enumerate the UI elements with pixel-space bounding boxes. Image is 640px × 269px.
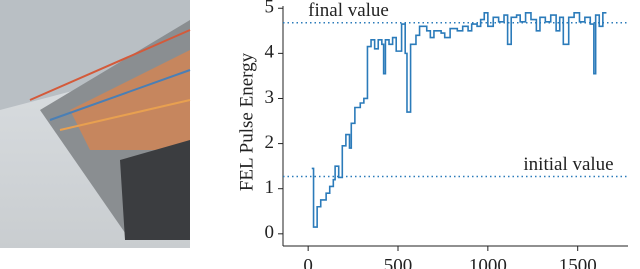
annotation: initial value xyxy=(523,154,613,175)
y-tick-label: 0 xyxy=(265,222,275,243)
y-tick-label: 5 xyxy=(265,0,275,18)
x-tick-label: 1500 xyxy=(559,255,597,269)
photo xyxy=(0,0,191,248)
y-tick-label: 2 xyxy=(265,132,275,153)
y-axis-label: FEL Pulse Energy xyxy=(236,52,257,191)
y-tick-label: 1 xyxy=(265,177,275,198)
x-tick-label: 500 xyxy=(384,255,413,269)
y-tick-label: 3 xyxy=(265,87,275,108)
step-line xyxy=(311,11,607,228)
annotation: final value xyxy=(308,0,389,21)
x-tick-label: 1000 xyxy=(469,255,507,269)
x-tick-label: 0 xyxy=(303,255,313,269)
y-tick-label: 4 xyxy=(265,42,275,63)
